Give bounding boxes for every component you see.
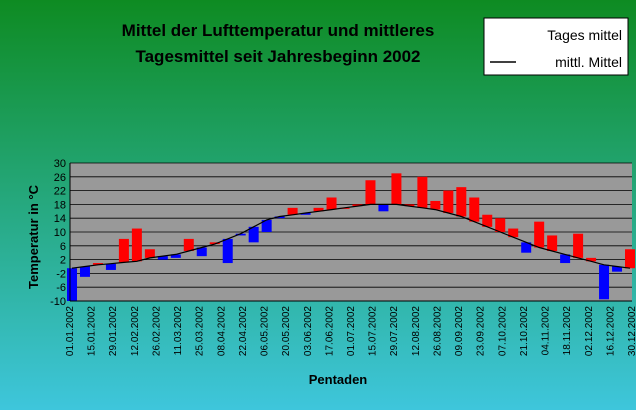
x-tick-label: 01.01.2002 (65, 306, 76, 356)
y-axis-label: Temperatur in °C (26, 184, 41, 289)
y-tick-label: -10 (50, 296, 66, 308)
daily-mean-bar (482, 214, 493, 227)
x-tick-label: 04.11.2002 (541, 306, 552, 356)
y-tick-label: 14 (54, 213, 66, 225)
x-tick-label: 26.02.2002 (151, 306, 162, 356)
x-tick-label: 23.09.2002 (476, 306, 487, 356)
daily-mean-bar (209, 242, 220, 245)
legend: Tages mittel mittl. Mittel (483, 17, 629, 76)
chart-title-line-2: Tagesmittel seit Jahresbeginn 2002 (135, 47, 420, 66)
daily-mean-bar (248, 226, 259, 243)
daily-mean-bar (612, 266, 623, 272)
x-tick-label: 29.07.2002 (389, 306, 400, 356)
daily-mean-bar (105, 263, 116, 270)
y-tick-label: 30 (54, 158, 66, 170)
daily-mean-bar (118, 238, 129, 263)
legend-entry-mean: mittl. Mittel (555, 54, 622, 70)
daily-mean-bar (391, 173, 402, 205)
daily-mean-bar (495, 218, 506, 232)
gridlines (70, 162, 632, 302)
daily-mean-bar (92, 263, 103, 265)
x-tick-label: 09.09.2002 (454, 306, 465, 356)
daily-mean-bar (170, 254, 181, 258)
x-tick-labels: 01.01.2002 15.01.2002 29.01.2002 12.02.2002… (65, 306, 636, 356)
daily-mean-bar (573, 233, 584, 258)
legend-entry-daily-mean: Tages mittel (547, 27, 622, 43)
y-tick-label: -6 (56, 282, 66, 294)
legend-box (483, 17, 629, 76)
daily-mean-bar (79, 266, 90, 277)
x-tick-label: 12.02.2002 (130, 306, 141, 356)
daily-mean-bar (326, 197, 337, 210)
daily-mean-bar (196, 247, 207, 257)
daily-mean-bar (417, 176, 428, 208)
y-tick-label: 22 (54, 186, 66, 198)
daily-mean-bar (508, 228, 519, 238)
x-axis-label: Pentaden (309, 372, 368, 387)
x-tick-label: 15.01.2002 (87, 306, 98, 356)
daily-mean-bar (534, 221, 545, 248)
mean-temperature-line (71, 203, 631, 269)
x-tick-label: 11.03.2002 (173, 306, 184, 356)
y-tick-label: 18 (54, 199, 66, 211)
daily-mean-bar (378, 204, 389, 212)
x-tick-label: 18.11.2002 (562, 306, 573, 356)
y-tick-label: 6 (60, 241, 66, 253)
daily-mean-bar (183, 238, 194, 251)
x-tick-label: 20.05.2002 (281, 306, 292, 356)
x-tick-label: 12.08.2002 (411, 306, 422, 356)
daily-mean-bar (586, 257, 597, 262)
chart-title-line-1: Mittel der Lufttemperatur und mittleres (122, 21, 435, 40)
y-tick-label: 2 (60, 255, 66, 267)
x-tick-label: 03.06.2002 (303, 306, 314, 356)
daily-mean-bar (469, 197, 480, 222)
daily-mean-bar (300, 213, 311, 215)
x-tick-label: 02.12.2002 (584, 306, 595, 356)
x-tick-label: 25.03.2002 (195, 306, 206, 356)
daily-mean-bar (599, 264, 610, 300)
daily-mean-bar (365, 180, 376, 205)
y-tick-label: 10 (54, 227, 66, 239)
x-tick-label: 22.04.2002 (238, 306, 249, 356)
daily-mean-bar (235, 233, 246, 236)
daily-mean-bar (144, 249, 155, 258)
daily-mean-bar (157, 256, 168, 260)
x-tick-label: 07.10.2002 (497, 306, 508, 356)
daily-mean-bar (352, 204, 363, 207)
x-tick-label: 17.06.2002 (324, 306, 335, 356)
daily-mean-bar (521, 242, 532, 253)
daily-mean-bar (430, 200, 441, 210)
x-tick-label: 16.12.2002 (605, 306, 616, 356)
daily-mean-bar (261, 219, 272, 232)
x-tick-label: 15.07.2002 (368, 306, 379, 356)
daily-mean-bar (274, 216, 285, 219)
daily-mean-bar (547, 235, 558, 251)
daily-mean-bar (313, 207, 324, 212)
daily-mean-bar (443, 190, 454, 214)
x-tick-label: 08.04.2002 (216, 306, 227, 356)
daily-mean-bar (404, 204, 415, 207)
x-tick-label: 30.12.2002 (627, 306, 636, 356)
daily-mean-bar (456, 187, 467, 217)
x-tick-label: 26.08.2002 (432, 306, 443, 356)
y-tick-label: -2 (56, 268, 66, 280)
daily-mean-bar (222, 238, 233, 264)
x-tick-label: 06.05.2002 (260, 306, 271, 356)
daily-mean-bar (625, 249, 635, 269)
daily-mean-bar (560, 254, 571, 264)
y-tick-label: 26 (54, 172, 66, 184)
daily-mean-bar (287, 207, 298, 215)
x-tick-label: 29.01.2002 (108, 306, 119, 356)
x-tick-label: 21.10.2002 (519, 306, 530, 356)
daily-mean-bar (67, 268, 77, 301)
x-tick-label: 01.07.2002 (346, 306, 357, 356)
daily-mean-bars (67, 173, 635, 301)
daily-mean-bar (131, 228, 142, 262)
